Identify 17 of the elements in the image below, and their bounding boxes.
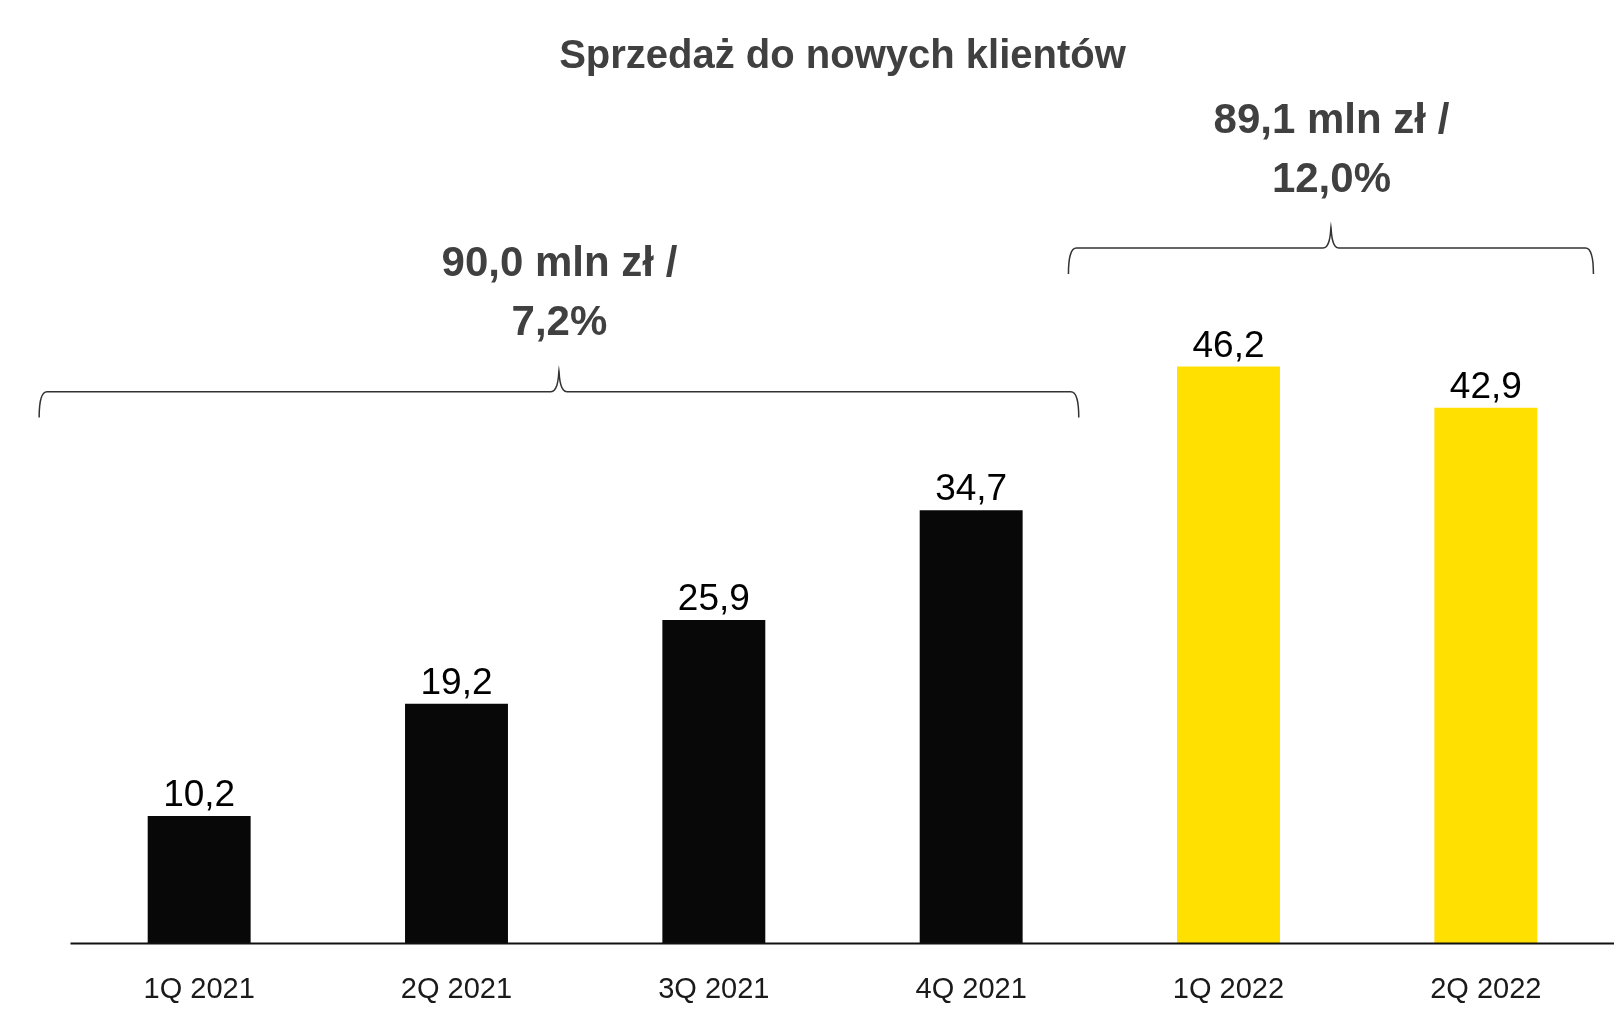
text: 90,0 mln zł / 7,2%	[441, 238, 678, 345]
data-label: 46,2	[1192, 323, 1265, 365]
x-tick-label: 2Q 2022	[1430, 971, 1542, 1004]
data-label: 25,9	[677, 577, 750, 619]
x-tick-label: 1Q 2022	[1172, 971, 1285, 1004]
data-label: 19,2	[420, 660, 493, 702]
chart-title: Sprzedaż do nowych klientów	[559, 31, 1127, 76]
x-tick-label: 1Q 2021	[143, 971, 255, 1004]
text: 89,1 mln zł / 12,0%	[1213, 94, 1450, 201]
x-tick-label: 3Q 2021	[658, 971, 770, 1004]
data-label: 34,7	[935, 467, 1008, 509]
data-label: 10,2	[163, 773, 236, 815]
data-label: 42,9	[1449, 364, 1522, 406]
bar	[1177, 366, 1280, 944]
bar	[1434, 407, 1538, 944]
x-tick-label: 2Q 2021	[400, 971, 513, 1004]
x-tick-label: 4Q 2021	[915, 971, 1027, 1004]
